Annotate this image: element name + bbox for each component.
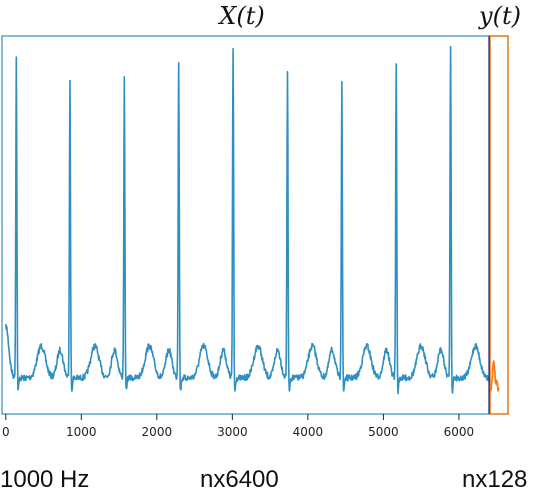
target-signal-line: [488, 360, 500, 393]
input-size-label: nx6400: [200, 466, 279, 493]
x-tick-label: 6000: [444, 425, 475, 439]
target-box: [489, 35, 509, 415]
x-tick-label: 3000: [217, 425, 248, 439]
input-label: X(t): [217, 2, 264, 30]
x-tick-label: 0: [2, 425, 10, 439]
x-tick-label: 2000: [142, 425, 173, 439]
x-tick-label: 4000: [293, 425, 324, 439]
target-size-label: nx128: [462, 466, 528, 493]
target-label: y(t): [478, 2, 521, 30]
sample-rate-label: 1000 Hz: [0, 466, 90, 493]
x-tick-label: 1000: [66, 425, 97, 439]
x-tick-label: 5000: [368, 425, 399, 439]
input-signal-line: [5, 45, 490, 395]
x-axis: 0 1000 2000 3000 4000 5000 6000: [2, 414, 474, 439]
